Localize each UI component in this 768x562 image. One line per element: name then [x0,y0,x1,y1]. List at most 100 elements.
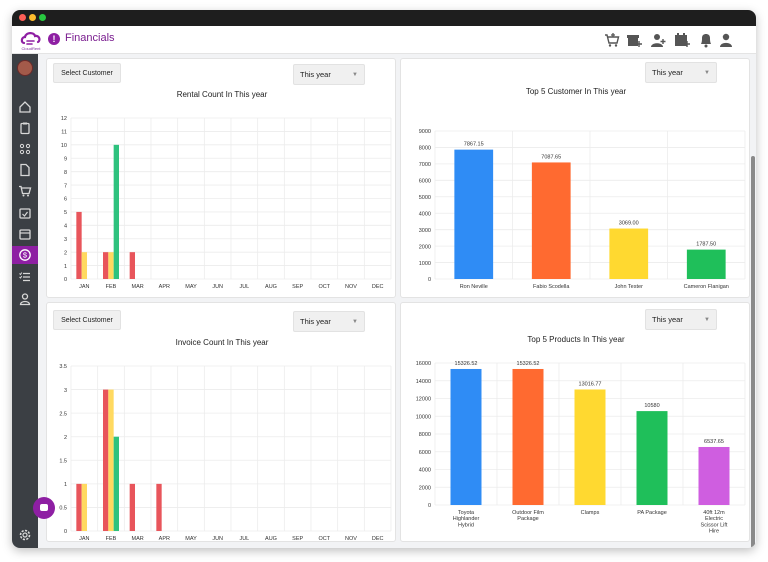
bar[interactable] [76,483,82,531]
chart-title: Top 5 Products In This year [527,335,625,344]
bar[interactable] [76,211,82,279]
period-select[interactable]: This year ▼ [293,311,365,332]
cloudrent-logo[interactable] [20,29,42,51]
chat-icon [40,504,48,511]
y-tick-label: 4000 [419,211,431,217]
bar[interactable] [108,389,114,531]
bar[interactable] [81,252,87,279]
chevron-down-icon: ▼ [352,72,358,78]
bar[interactable] [81,483,87,531]
bar[interactable] [103,252,109,279]
bar[interactable] [103,389,109,531]
x-tick-label: FEB [106,536,117,542]
bar[interactable] [574,389,606,505]
x-tick-label: OCT [319,284,331,290]
calendar-plus-icon[interactable] [674,32,690,48]
zoom-window-button[interactable] [39,14,46,21]
avatar[interactable] [17,60,33,76]
bar[interactable] [113,144,119,279]
period-select[interactable]: This year ▼ [645,62,717,83]
y-tick-label: 3 [64,388,67,394]
package-plus-icon[interactable] [626,32,642,48]
bar[interactable] [609,228,649,279]
y-tick-label: 0.5 [59,506,67,512]
x-tick-label: APR [159,284,170,290]
cart-plus-icon[interactable] [604,32,620,48]
sidebar-item-calendar-check[interactable] [15,204,35,222]
y-tick-label: 16000 [416,361,431,367]
sidebar-item-cart[interactable] [15,182,35,200]
window-titlebar [12,10,756,26]
y-tick-label: 3 [64,237,67,243]
svg-text:$: $ [23,251,28,260]
sidebar-item-home[interactable] [15,98,35,116]
bell-icon[interactable] [698,32,714,48]
x-tick-label: Clamps [581,510,600,516]
y-tick-label: 14000 [416,379,431,385]
close-window-button[interactable] [19,14,26,21]
data-label: 6537.65 [704,439,724,445]
cart-icon [19,185,32,197]
bar[interactable] [108,252,114,279]
chevron-down-icon: ▼ [704,317,710,323]
x-tick-label: DEC [372,284,384,290]
document-icon [20,163,30,177]
bar[interactable] [156,483,162,531]
bar[interactable] [512,368,544,505]
sidebar-item-user[interactable] [15,290,35,308]
data-label: 15326.52 [455,361,478,367]
x-tick-label: JUL [239,536,249,542]
bar[interactable] [686,249,726,279]
sidebar-item-dollar[interactable]: $ [12,246,38,264]
x-tick-label: 40ft 12m Electric Scissor Lift Hire [701,510,728,535]
user-icon[interactable] [718,32,734,48]
gear-icon[interactable] [18,528,32,542]
top-customers-panel: This year ▼ Top 5 Customer In This year … [400,58,750,298]
bar[interactable] [113,436,119,531]
user-plus-icon[interactable] [650,32,666,48]
calendar-check-icon [19,208,31,219]
bar[interactable] [450,368,482,505]
bar[interactable] [129,252,135,279]
x-tick-label: Fabio Scodella [533,284,570,290]
bar[interactable] [454,149,494,279]
sidebar-item-network[interactable] [15,140,35,158]
chart-title: Top 5 Customer In This year [525,87,627,96]
bar[interactable] [698,446,730,505]
period-select[interactable]: This year ▼ [293,64,365,85]
period-select-value: This year [300,317,331,326]
x-tick-label: AUG [265,536,277,542]
x-tick-label: OCT [319,536,331,542]
y-tick-label: 5 [64,210,67,216]
y-tick-label: 8 [64,170,67,176]
minimize-window-button[interactable] [29,14,36,21]
list-check-icon [19,272,30,282]
y-tick-label: 6000 [419,450,431,456]
x-tick-label: AUG [265,284,277,290]
x-tick-label: SEP [292,536,303,542]
y-tick-label: 2 [64,250,67,256]
x-tick-label: MAY [185,284,197,290]
x-tick-label: JAN [79,536,89,542]
x-tick-label: Ron Neville [460,284,488,290]
bar[interactable] [531,162,571,279]
bar[interactable] [636,411,668,505]
sidebar-item-clipboard[interactable] [15,119,35,137]
sidebar-item-document[interactable] [15,161,35,179]
select-customer-button[interactable]: Select Customer [53,63,121,83]
x-tick-label: NOV [345,284,357,290]
invoice-count-chart: 0 0.5 1 1.5 2 2.5 3 3.5 JAN FEB MAR APR MAY JUN JUL AUG… [59,364,392,542]
select-customer-button[interactable]: Select Customer [53,310,121,330]
x-tick-label: SEP [292,284,303,290]
y-tick-label: 1 [64,264,67,270]
y-tick-label: 11 [61,130,67,136]
chat-button[interactable] [33,497,55,519]
period-select[interactable]: This year ▼ [645,309,717,330]
sidebar-item-calendar[interactable] [15,225,35,243]
user-icon [19,293,31,306]
scrollbar-thumb[interactable] [751,156,755,548]
bar[interactable] [129,483,135,531]
top-customers-chart: 0 1000 2000 3000 4000 5000 6000 7000 8000 9000 786… [419,129,746,290]
x-tick-label: APR [159,536,170,542]
sidebar-item-list-check[interactable] [15,268,35,286]
